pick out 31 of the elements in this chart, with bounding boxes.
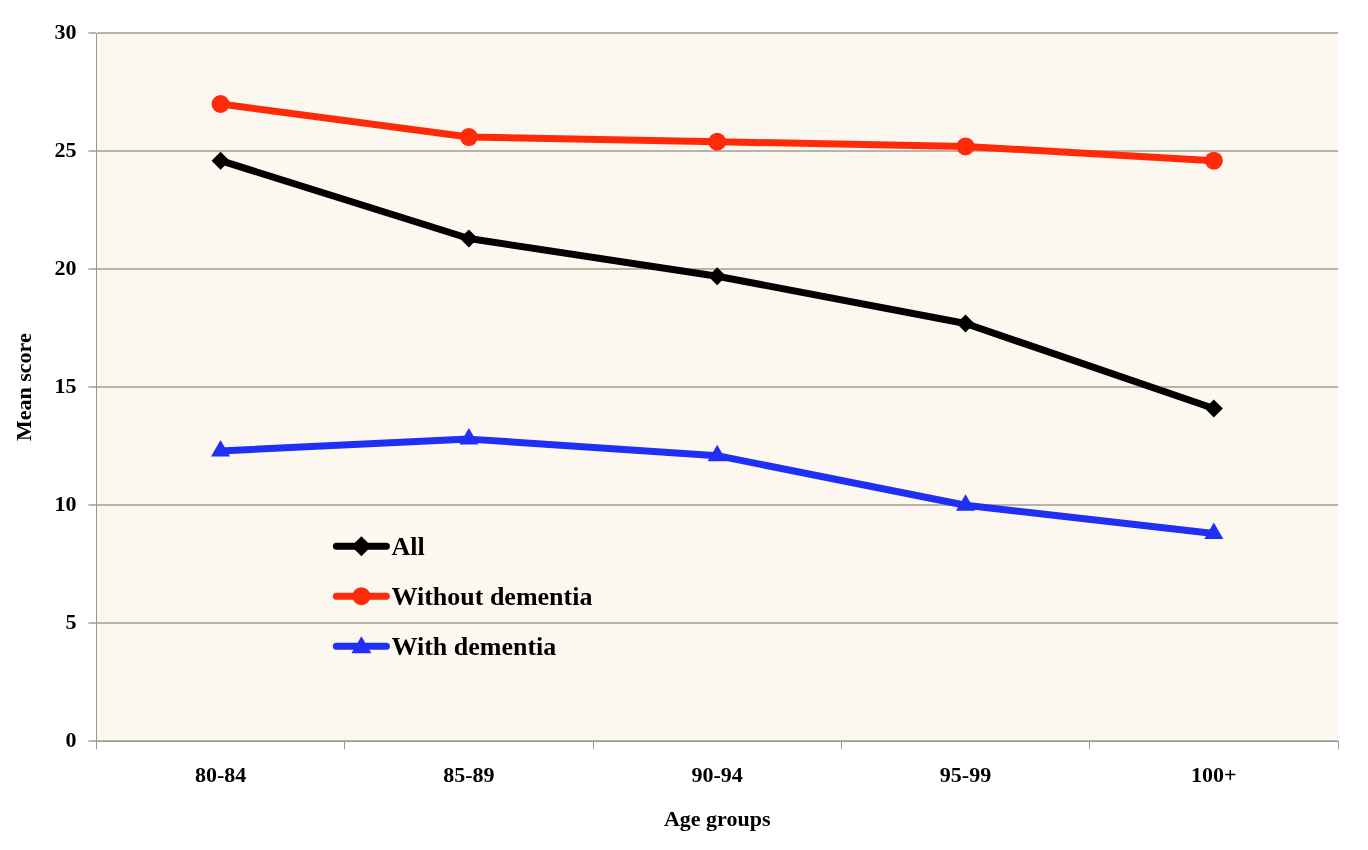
point [956, 137, 975, 156]
y-tick-label: 0 [65, 726, 77, 752]
legend-label: Without dementia [391, 581, 593, 611]
x-tick-label: 85-89 [443, 762, 495, 788]
y-axis-title: Mean score [10, 333, 36, 442]
x-tick-label: 100+ [1191, 762, 1237, 788]
point [956, 314, 975, 333]
point [708, 132, 727, 151]
x-tick-label: 95-99 [939, 762, 992, 788]
x-tick-label: 80-84 [194, 762, 247, 788]
point [955, 494, 976, 511]
y-tick-label: 10 [54, 490, 77, 516]
legend-label: With dementia [391, 631, 557, 661]
point [459, 229, 478, 248]
x-axis-title: Age groups [663, 806, 771, 832]
point [459, 428, 479, 445]
point [211, 151, 230, 170]
y-tick-label: 5 [65, 608, 77, 634]
y-tick-label: 30 [54, 18, 77, 44]
y-tick-label: 25 [54, 136, 77, 162]
point [1204, 151, 1223, 170]
point [211, 439, 231, 457]
point [1204, 522, 1224, 540]
y-tick-label: 15 [54, 372, 77, 398]
y-tick-label: 20 [54, 254, 77, 280]
point [1204, 399, 1223, 418]
x-tick-label: 90-94 [691, 762, 743, 788]
point [459, 128, 478, 147]
point [211, 95, 230, 113]
legend-label: All [391, 531, 425, 561]
point [707, 444, 727, 462]
